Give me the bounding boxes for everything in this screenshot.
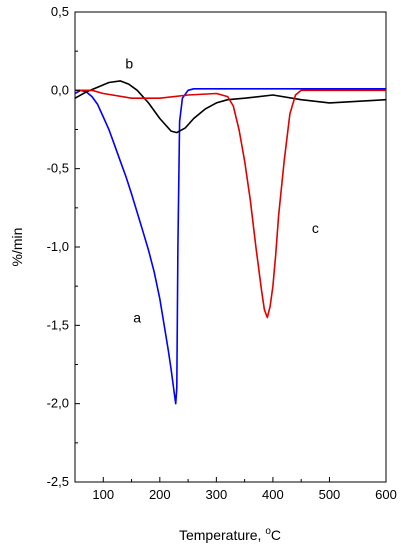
x-tick-label: 600 <box>375 487 397 502</box>
series-line-a <box>74 88 386 405</box>
annotation-layer: a b c <box>125 56 318 326</box>
plot-frame <box>74 11 387 483</box>
y-tick-label: 0,0 <box>51 82 69 97</box>
series-line-c <box>75 89 386 319</box>
y-tick-label: -1,0 <box>47 239 69 254</box>
y-tick-label: -2,0 <box>47 396 69 411</box>
x-tick-label: 200 <box>149 487 171 502</box>
y-tick-label: -1,5 <box>47 317 69 332</box>
x-tick-label: 300 <box>206 487 228 502</box>
x-tick-label: 100 <box>92 487 114 502</box>
curve-label-a: a <box>133 310 141 326</box>
plot-area <box>74 11 387 483</box>
x-axis-title-degree: o <box>265 526 271 537</box>
ticks-layer: 100 200 300 400 500 600 0,5 0,0 -0,5 -1,0 -1,5 -2,0… <box>47 4 397 502</box>
x-axis-title: Temperature, oC <box>179 526 281 543</box>
series-layer <box>74 80 387 405</box>
curve-label-b: b <box>125 56 133 72</box>
x-tick-label: 500 <box>319 487 341 502</box>
curve-label-c: c <box>312 220 319 236</box>
x-tick-label: 400 <box>262 487 284 502</box>
series-line-b <box>74 80 387 134</box>
x-axis-title-unit: C <box>271 527 281 543</box>
y-tick-label: -0,5 <box>47 161 69 176</box>
y-tick-label: 0,5 <box>51 4 69 19</box>
y-tick-label: -2,5 <box>47 474 69 489</box>
y-axis-title: %/min <box>9 228 25 267</box>
x-axis-title-text: Temperature, <box>179 527 265 543</box>
